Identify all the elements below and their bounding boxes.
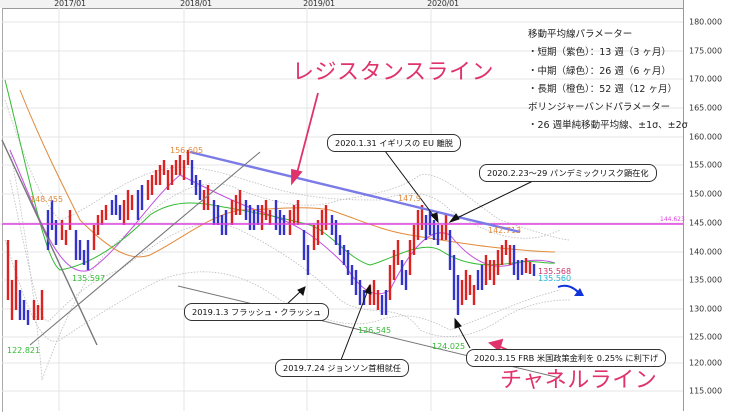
legend-bb: ・26 週単純移動平均線、±1σ、±2σ bbox=[528, 120, 688, 132]
value-label: 142.713 bbox=[488, 226, 522, 235]
y-tick: 130.000 bbox=[689, 304, 723, 314]
value-label: 135.597 bbox=[72, 274, 106, 283]
value-label: 148.455 bbox=[30, 195, 64, 204]
chart-plot-area bbox=[2, 8, 684, 412]
channel-line-label: チャネルライン bbox=[500, 368, 658, 393]
y-tick: 170.000 bbox=[689, 74, 723, 84]
x-tick-2017: 2017/01 bbox=[54, 0, 86, 8]
x-tick-2018: 2018/01 bbox=[180, 0, 212, 8]
hline-value-label: 144.623 bbox=[660, 216, 685, 223]
legend-short-ma: ・短期（紫色）：13 週（3 ヶ月） bbox=[528, 47, 671, 59]
x-tick-2019: 2019/01 bbox=[303, 0, 335, 8]
y-tick: 125.000 bbox=[689, 332, 723, 342]
value-label: 124.025 bbox=[432, 342, 466, 351]
value-label: 156.605 bbox=[170, 146, 204, 155]
y-tick: 155.000 bbox=[689, 160, 723, 170]
y-tick: 140.000 bbox=[689, 247, 723, 257]
legend-ma-title: 移動平均線パラメーター bbox=[528, 29, 633, 40]
legend-mid-ma: ・中期（緑色）：26 週（6 ヶ月） bbox=[528, 65, 671, 77]
callout-pandemic: 2020.2.23〜29 パンデミックリスク顕在化 bbox=[479, 164, 657, 182]
x-axis: 2017/01 2018/01 2019/01 2020/01 bbox=[0, 0, 683, 8]
y-tick: 135.000 bbox=[689, 275, 723, 285]
callout-frb: 2020.3.15 FRB 米国政策金利を 0.25% に利下げ bbox=[466, 349, 667, 367]
legend-bb-title: ボリンジャーバンドパラメーター bbox=[528, 102, 671, 114]
y-tick: 175.000 bbox=[689, 46, 723, 56]
y-tick: 120.000 bbox=[689, 358, 723, 368]
y-tick: 150.000 bbox=[689, 189, 723, 199]
bid-price-label: 135.568 bbox=[538, 267, 572, 276]
value-label: 122.821 bbox=[7, 346, 41, 355]
parameter-legend: 移動平均線パラメーター ・短期（紫色）：13 週（3 ヶ月） ・中期（緑色）：2… bbox=[528, 26, 688, 136]
y-tick: 115.000 bbox=[689, 386, 723, 396]
value-label: 147.9 bbox=[398, 194, 421, 203]
y-tick: 165.000 bbox=[689, 103, 723, 113]
y-axis: 180.000 175.000 170.000 165.000 160.000 … bbox=[683, 0, 740, 411]
value-label: 126.545 bbox=[358, 326, 392, 335]
ask-price-label: 135.560 bbox=[538, 274, 572, 283]
x-tick-2020: 2020/01 bbox=[427, 0, 459, 8]
callout-johnson: 2019.7.24 ジョンソン首相就任 bbox=[275, 359, 409, 377]
callout-flash-crash: 2019.1.3 フラッシュ・クラッシュ bbox=[184, 303, 330, 321]
resistance-line bbox=[189, 150, 521, 234]
callout-brexit: 2020.1.31 イギリスの EU 離脱 bbox=[327, 134, 461, 152]
y-tick: 145.000 bbox=[689, 218, 723, 228]
legend-long-ma: ・長期（橙色）：52 週（12 ヶ月） bbox=[528, 83, 677, 95]
y-tick: 180.000 bbox=[689, 17, 723, 27]
resistance-line-label: レジスタンスライン bbox=[292, 60, 495, 85]
y-tick: 160.000 bbox=[689, 132, 723, 142]
